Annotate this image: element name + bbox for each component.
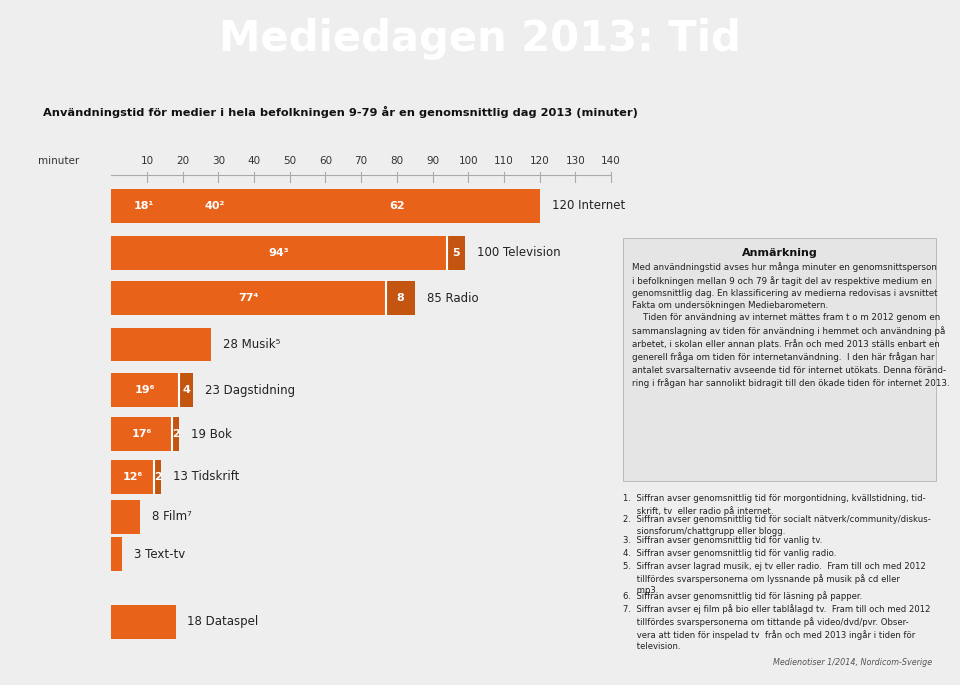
Text: 7.  Siffran avser ej film på bio eller tablålagd tv.  Fram till och med 2012
   : 7. Siffran avser ej film på bio eller ta…: [623, 604, 930, 651]
Bar: [111, 460, 155, 494]
Text: 50: 50: [283, 155, 297, 166]
Bar: [111, 537, 122, 571]
Text: 2.  Siffran avser genomsnittlig tid för socialt nätverk/community/diskus-
     s: 2. Siffran avser genomsnittlig tid för s…: [623, 515, 931, 536]
Text: 6.  Siffran avser genomsnittlig tid för läsning på papper.: 6. Siffran avser genomsnittlig tid för l…: [623, 591, 862, 601]
Text: 100 Television: 100 Television: [476, 246, 561, 259]
Bar: [111, 236, 446, 269]
Text: 90: 90: [426, 155, 439, 166]
Text: 85 Radio: 85 Radio: [426, 292, 478, 305]
Text: 40: 40: [248, 155, 260, 166]
Text: Användningstid för medier i hela befolkningen 9-79 år en genomsnittlig dag 2013 : Användningstid för medier i hela befolkn…: [42, 106, 637, 119]
Text: 20: 20: [176, 155, 189, 166]
Text: 8: 8: [396, 293, 404, 303]
Text: Medienotiser 1/2014, Nordicom-Sverige: Medienotiser 1/2014, Nordicom-Sverige: [773, 658, 932, 667]
Text: 28 Musik⁵: 28 Musik⁵: [223, 338, 280, 351]
Text: 94³: 94³: [269, 247, 289, 258]
Text: minuter: minuter: [38, 155, 80, 166]
Text: 5.  Siffran avser lagrad musik, ej tv eller radio.  Fram till och med 2012
     : 5. Siffran avser lagrad musik, ej tv ell…: [623, 562, 925, 595]
Bar: [111, 188, 540, 223]
Text: 80: 80: [391, 155, 403, 166]
Text: 18¹: 18¹: [133, 201, 154, 211]
Text: 3.  Siffran avser genomsnittlig tid för vanlig tv.: 3. Siffran avser genomsnittlig tid för v…: [623, 536, 823, 545]
Bar: [180, 373, 193, 407]
Text: 140: 140: [601, 155, 621, 166]
Bar: [111, 499, 140, 534]
Text: 3 Text-tv: 3 Text-tv: [134, 548, 185, 560]
Text: 40²: 40²: [204, 201, 225, 211]
Text: 120 Internet: 120 Internet: [551, 199, 625, 212]
Bar: [111, 417, 172, 451]
Text: 8 Film⁷: 8 Film⁷: [152, 510, 192, 523]
Text: 77⁴: 77⁴: [238, 293, 259, 303]
Bar: [623, 238, 936, 481]
Text: 17⁶: 17⁶: [132, 429, 152, 439]
Text: 2: 2: [154, 472, 161, 482]
Text: 5: 5: [452, 247, 460, 258]
Text: 19⁶: 19⁶: [135, 385, 156, 395]
Text: 2: 2: [172, 429, 180, 439]
Text: 30: 30: [212, 155, 225, 166]
Bar: [111, 282, 386, 315]
Text: Mediedagen 2013: Tid: Mediedagen 2013: Tid: [219, 18, 741, 60]
Text: 60: 60: [319, 155, 332, 166]
Text: 70: 70: [354, 155, 368, 166]
Text: 110: 110: [494, 155, 514, 166]
Text: 130: 130: [565, 155, 586, 166]
Text: 120: 120: [530, 155, 549, 166]
Text: 4: 4: [182, 385, 190, 395]
Text: 62: 62: [389, 201, 405, 211]
Text: 19 Bok: 19 Bok: [191, 427, 232, 440]
Text: 12⁶: 12⁶: [123, 472, 143, 482]
Bar: [111, 327, 211, 362]
Text: 10: 10: [140, 155, 154, 166]
Bar: [172, 417, 180, 451]
Bar: [111, 373, 180, 407]
Bar: [155, 460, 161, 494]
Bar: [446, 236, 465, 269]
Text: 18 Dataspel: 18 Dataspel: [187, 615, 259, 628]
Text: Med användningstid avses hur många minuter en genomsnittsperson
i befolkningen m: Med användningstid avses hur många minut…: [632, 262, 949, 388]
Text: 1.  Siffran avser genomsnittlig tid för morgontidning, kvällstidning, tid-
     : 1. Siffran avser genomsnittlig tid för m…: [623, 494, 925, 516]
Text: 23 Dagstidning: 23 Dagstidning: [205, 384, 296, 397]
Bar: [386, 282, 415, 315]
Text: 13 Tidskrift: 13 Tidskrift: [173, 471, 240, 484]
Bar: [111, 605, 176, 638]
Text: 100: 100: [458, 155, 478, 166]
Text: 4.  Siffran avser genomsnittlig tid för vanlig radio.: 4. Siffran avser genomsnittlig tid för v…: [623, 549, 836, 558]
Text: Anmärkning: Anmärkning: [742, 249, 818, 258]
